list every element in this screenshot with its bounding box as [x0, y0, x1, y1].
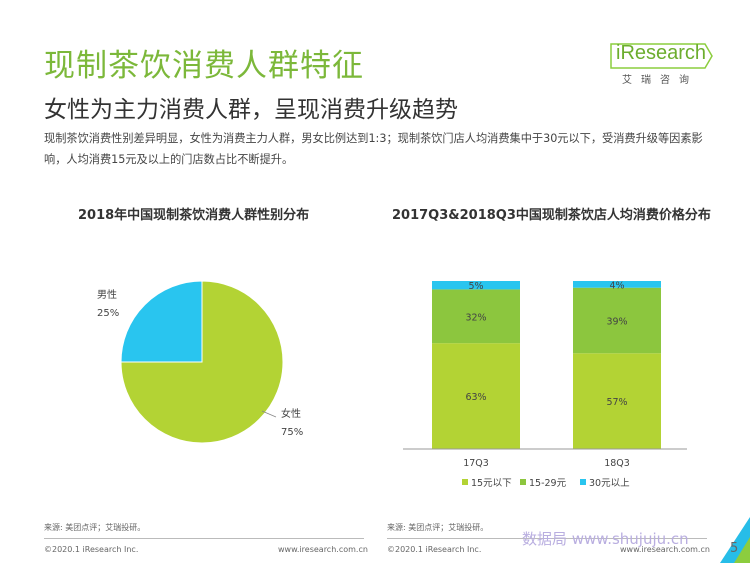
bar-17Q3-2: [432, 281, 520, 290]
source-note-right: 来源: 美团点评；艾瑞投研。: [387, 523, 489, 532]
pie-label-male: 男性: [97, 288, 117, 301]
copyright-right: ©2020.1 iResearch Inc.: [387, 545, 482, 554]
bar-label-17Q3-2: 5%: [468, 281, 483, 292]
website-left[interactable]: www.iresearch.com.cn: [278, 545, 368, 554]
bar-chart-title: 2017Q3&2018Q3中国现制茶饮店人均消费价格分布: [392, 208, 711, 223]
x-tick-18Q3: 18Q3: [604, 458, 630, 469]
copyright-left: ©2020.1 iResearch Inc.: [44, 545, 139, 554]
legend-label-0: 15元以下: [471, 478, 512, 489]
page-number: 5: [730, 541, 739, 556]
watermark: 数据局 www.shujuju.cn: [522, 530, 689, 548]
pie-leader-female: [261, 410, 277, 418]
footer-divider-left: [44, 538, 364, 539]
pie-label-female: 女性: [281, 407, 301, 420]
logo-shape: [610, 43, 713, 69]
bar-17Q3-0: [432, 343, 520, 449]
pie-chart-title: 2018年中国现制茶饮消费人群性别分布: [78, 208, 310, 223]
bar-17Q3-1: [432, 289, 520, 344]
bar-18Q3-2: [573, 281, 661, 288]
bar-label-18Q3-0: 57%: [606, 397, 627, 408]
bar-label-18Q3-1: 39%: [606, 316, 627, 327]
bar-label-18Q3-2: 4%: [609, 280, 624, 291]
corner-decoration-accent: [734, 537, 750, 563]
website-right[interactable]: www.iresearch.com.cn: [620, 545, 710, 554]
pie-slice-0: [120, 280, 203, 363]
legend-label-2: 30元以上: [589, 478, 630, 489]
bar-18Q3-1: [573, 287, 661, 354]
logo-subtitle: 艾瑞咨询: [622, 75, 698, 86]
page-description: 现制茶饮消费性别差异明显，女性为消费主力人群，男女比例达到1:3；现制茶饮门店人…: [44, 132, 703, 166]
bar-label-17Q3-0: 63%: [465, 392, 486, 403]
stacked-bar-chart: 63% 32% 5% 17Q3 57% 39% 4% 18Q3 15元以下 15-29元 30元以上: [403, 280, 687, 489]
pie-value-female: 75%: [281, 427, 303, 438]
legend-label-1: 15-29元: [529, 478, 567, 489]
pie-slice-1: [120, 280, 284, 444]
legend-swatch-2: [580, 479, 586, 485]
pie-value-male: 25%: [97, 308, 119, 319]
page-subtitle: 女性为主力消费人群，呈现消费升级趋势: [44, 97, 458, 123]
footer-divider-right: [387, 538, 707, 539]
source-note-left: 来源: 美团点评；艾瑞投研。: [44, 523, 146, 532]
bar-label-17Q3-1: 32%: [465, 312, 486, 323]
x-tick-17Q3: 17Q3: [463, 458, 489, 469]
legend-swatch-0: [462, 479, 468, 485]
bar-18Q3-0: [573, 353, 661, 449]
logo-word: iResearch: [616, 42, 707, 64]
page-title: 现制茶饮消费人群特征: [44, 48, 364, 84]
iresearch-logo: iResearch 艾瑞咨询: [608, 38, 718, 90]
pie-chart: 男性 25% 女性 75%: [97, 280, 303, 444]
legend-swatch-1: [520, 479, 526, 485]
